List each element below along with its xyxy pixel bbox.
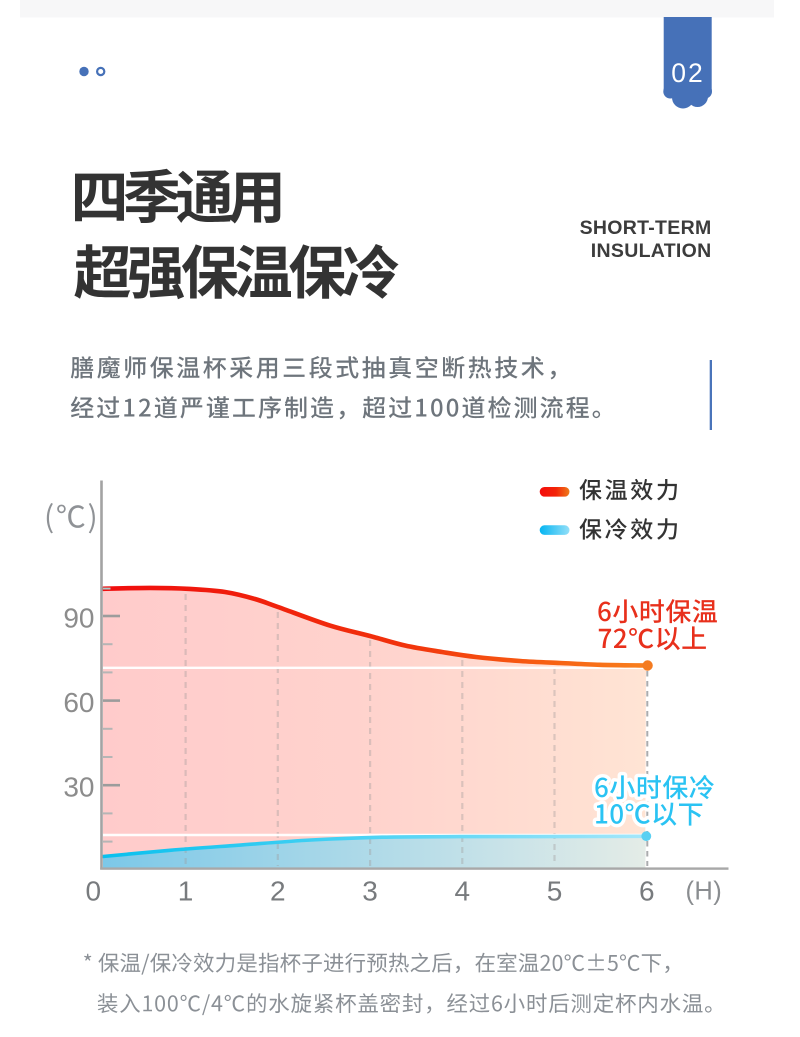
svg-text:30: 30 — [63, 772, 94, 803]
svg-text:3: 3 — [362, 876, 378, 907]
svg-text:2: 2 — [270, 876, 286, 907]
svg-text:(H): (H) — [686, 878, 723, 906]
svg-text:INSULATION: INSULATION — [591, 240, 712, 262]
svg-text:6: 6 — [639, 876, 655, 907]
svg-text:4: 4 — [455, 876, 471, 907]
svg-text:60: 60 — [63, 687, 94, 718]
svg-text:1: 1 — [178, 876, 194, 907]
svg-text:02: 02 — [671, 58, 704, 88]
svg-text:5: 5 — [547, 876, 563, 907]
svg-text:0: 0 — [86, 876, 102, 907]
svg-text:SHORT-TERM: SHORT-TERM — [580, 217, 712, 239]
svg-text:90: 90 — [63, 603, 94, 634]
